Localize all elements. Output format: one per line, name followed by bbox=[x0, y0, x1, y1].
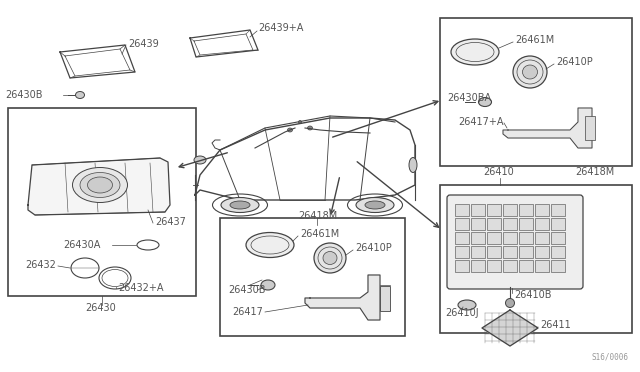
Ellipse shape bbox=[80, 173, 120, 198]
Bar bbox=[519, 260, 533, 272]
Ellipse shape bbox=[230, 201, 250, 209]
Bar bbox=[535, 218, 549, 230]
Ellipse shape bbox=[314, 243, 346, 273]
Bar bbox=[535, 204, 549, 216]
Bar bbox=[487, 218, 501, 230]
Ellipse shape bbox=[221, 198, 259, 212]
Ellipse shape bbox=[323, 251, 337, 264]
Bar bbox=[455, 246, 469, 258]
Text: 26417: 26417 bbox=[232, 307, 263, 317]
Bar bbox=[440, 18, 632, 166]
Ellipse shape bbox=[246, 232, 294, 257]
Text: 26430A: 26430A bbox=[63, 240, 100, 250]
Ellipse shape bbox=[479, 97, 492, 106]
Text: 26430B: 26430B bbox=[5, 90, 42, 100]
Bar bbox=[471, 204, 485, 216]
Bar bbox=[585, 116, 595, 140]
Ellipse shape bbox=[513, 56, 547, 88]
Bar bbox=[487, 204, 501, 216]
Bar bbox=[519, 232, 533, 244]
Ellipse shape bbox=[451, 39, 499, 65]
Text: 26437: 26437 bbox=[155, 217, 186, 227]
Bar bbox=[8, 108, 196, 296]
Text: 26410J: 26410J bbox=[445, 308, 479, 318]
Bar bbox=[503, 218, 517, 230]
Text: 26430: 26430 bbox=[85, 303, 116, 313]
Bar bbox=[471, 260, 485, 272]
Bar bbox=[455, 260, 469, 272]
Ellipse shape bbox=[261, 280, 275, 290]
Ellipse shape bbox=[365, 201, 385, 209]
Ellipse shape bbox=[298, 121, 301, 124]
FancyBboxPatch shape bbox=[447, 195, 583, 289]
Bar bbox=[519, 246, 533, 258]
Bar bbox=[440, 185, 632, 333]
Bar bbox=[551, 246, 565, 258]
Text: 26432+A: 26432+A bbox=[118, 283, 163, 293]
Text: 26439: 26439 bbox=[128, 39, 159, 49]
Bar bbox=[503, 232, 517, 244]
Text: 26410B: 26410B bbox=[514, 290, 552, 300]
Bar bbox=[535, 232, 549, 244]
Polygon shape bbox=[482, 310, 538, 346]
Bar bbox=[551, 204, 565, 216]
Text: 26461M: 26461M bbox=[515, 35, 554, 45]
Text: 26439+A: 26439+A bbox=[258, 23, 303, 33]
Text: 26461M: 26461M bbox=[300, 229, 339, 239]
Bar bbox=[551, 260, 565, 272]
Bar bbox=[471, 232, 485, 244]
Text: 26430BA: 26430BA bbox=[447, 93, 491, 103]
Ellipse shape bbox=[88, 177, 113, 193]
Bar bbox=[455, 218, 469, 230]
Ellipse shape bbox=[307, 126, 312, 130]
Text: 26417+A: 26417+A bbox=[458, 117, 504, 127]
Bar bbox=[535, 246, 549, 258]
Bar bbox=[519, 204, 533, 216]
Ellipse shape bbox=[356, 198, 394, 212]
Bar bbox=[551, 232, 565, 244]
Ellipse shape bbox=[522, 65, 538, 79]
Bar bbox=[471, 218, 485, 230]
Ellipse shape bbox=[194, 156, 206, 164]
Ellipse shape bbox=[72, 167, 127, 202]
Bar bbox=[503, 204, 517, 216]
Bar bbox=[471, 246, 485, 258]
Ellipse shape bbox=[458, 300, 476, 310]
Ellipse shape bbox=[409, 157, 417, 173]
Polygon shape bbox=[305, 275, 380, 320]
Text: S16/0006: S16/0006 bbox=[591, 353, 628, 362]
Bar bbox=[455, 204, 469, 216]
Bar bbox=[380, 285, 390, 311]
Text: 26430B: 26430B bbox=[228, 285, 266, 295]
Text: 26411: 26411 bbox=[540, 320, 571, 330]
Bar bbox=[487, 232, 501, 244]
Text: 26418M: 26418M bbox=[575, 167, 614, 177]
Bar bbox=[535, 260, 549, 272]
Bar bbox=[220, 218, 405, 336]
Bar bbox=[551, 218, 565, 230]
Bar bbox=[487, 246, 501, 258]
Bar bbox=[455, 232, 469, 244]
Bar bbox=[503, 246, 517, 258]
Polygon shape bbox=[503, 108, 592, 148]
Text: 26418M: 26418M bbox=[298, 211, 337, 221]
Text: 26410P: 26410P bbox=[556, 57, 593, 67]
Ellipse shape bbox=[76, 92, 84, 99]
Text: 26432: 26432 bbox=[25, 260, 56, 270]
Polygon shape bbox=[28, 158, 170, 215]
Bar bbox=[487, 260, 501, 272]
Text: 26410: 26410 bbox=[483, 167, 514, 177]
Ellipse shape bbox=[506, 298, 515, 308]
Text: 26410P: 26410P bbox=[355, 243, 392, 253]
Bar bbox=[503, 260, 517, 272]
Bar bbox=[519, 218, 533, 230]
Ellipse shape bbox=[287, 128, 292, 132]
